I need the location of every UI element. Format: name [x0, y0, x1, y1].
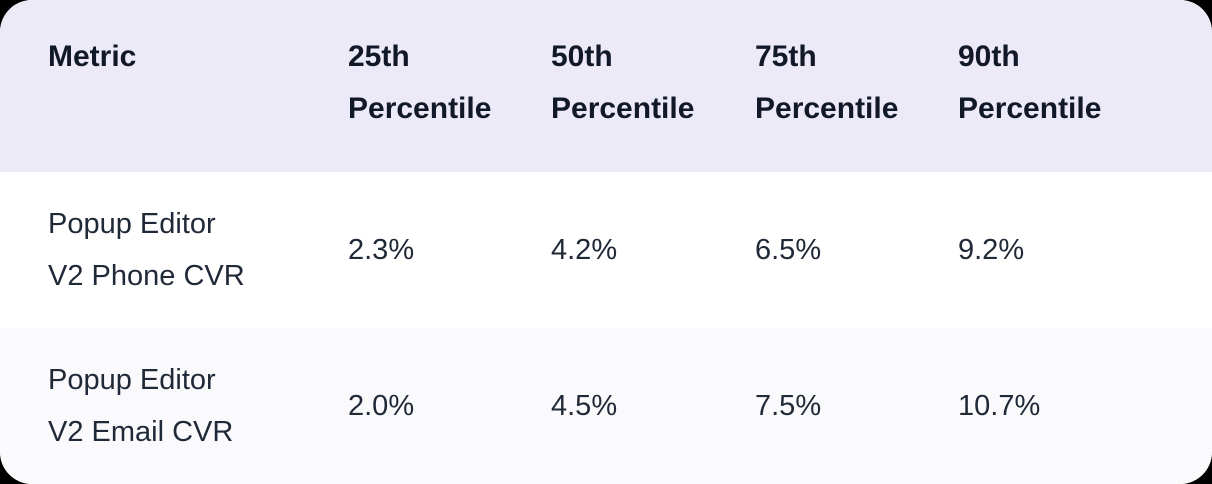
column-header-25th-percentile: 25th Percentile	[348, 0, 551, 172]
table-header-row: Metric 25th Percentile 50th Percentile 7…	[0, 0, 1212, 172]
column-header-line: 25th	[348, 40, 410, 73]
value-25th-percentile: 2.0%	[348, 390, 415, 422]
value-50th-percentile: 4.2%	[551, 234, 618, 266]
value-50th-percentile: 4.5%	[551, 390, 618, 422]
column-header-line: Percentile	[755, 92, 899, 125]
column-header-75th-percentile: 75th Percentile	[755, 0, 958, 172]
metric-name-line: V2 Email CVR	[48, 416, 234, 448]
table-row-phone-cvr: Popup Editor V2 Phone CVR 2.3% 4.2% 6.5%…	[0, 172, 1212, 328]
column-header-line: 75th	[755, 40, 817, 73]
column-header-line: Percentile	[958, 92, 1102, 125]
metric-name-line: Popup Editor	[48, 364, 216, 396]
column-header-metric: Metric	[48, 40, 137, 73]
column-header-line: 50th	[551, 40, 613, 73]
value-25th-percentile: 2.3%	[348, 234, 415, 266]
value-75th-percentile: 7.5%	[755, 390, 822, 422]
column-header-line: Percentile	[348, 92, 492, 125]
metric-name-line: Popup Editor	[48, 208, 216, 240]
column-header-90th-percentile: 90th Percentile	[958, 0, 1212, 172]
table-row-email-cvr: Popup Editor V2 Email CVR 2.0% 4.5% 7.5%…	[0, 328, 1212, 484]
column-header-line: Percentile	[551, 92, 695, 125]
value-75th-percentile: 6.5%	[755, 234, 822, 266]
metric-name: Popup Editor V2 Email CVR	[0, 328, 348, 484]
column-header-line: 90th	[958, 40, 1020, 73]
metric-name-line: V2 Phone CVR	[48, 260, 245, 292]
column-header-50th-percentile: 50th Percentile	[551, 0, 755, 172]
value-90th-percentile: 9.2%	[958, 234, 1025, 266]
value-90th-percentile: 10.7%	[958, 390, 1041, 422]
metric-name: Popup Editor V2 Phone CVR	[0, 172, 348, 328]
